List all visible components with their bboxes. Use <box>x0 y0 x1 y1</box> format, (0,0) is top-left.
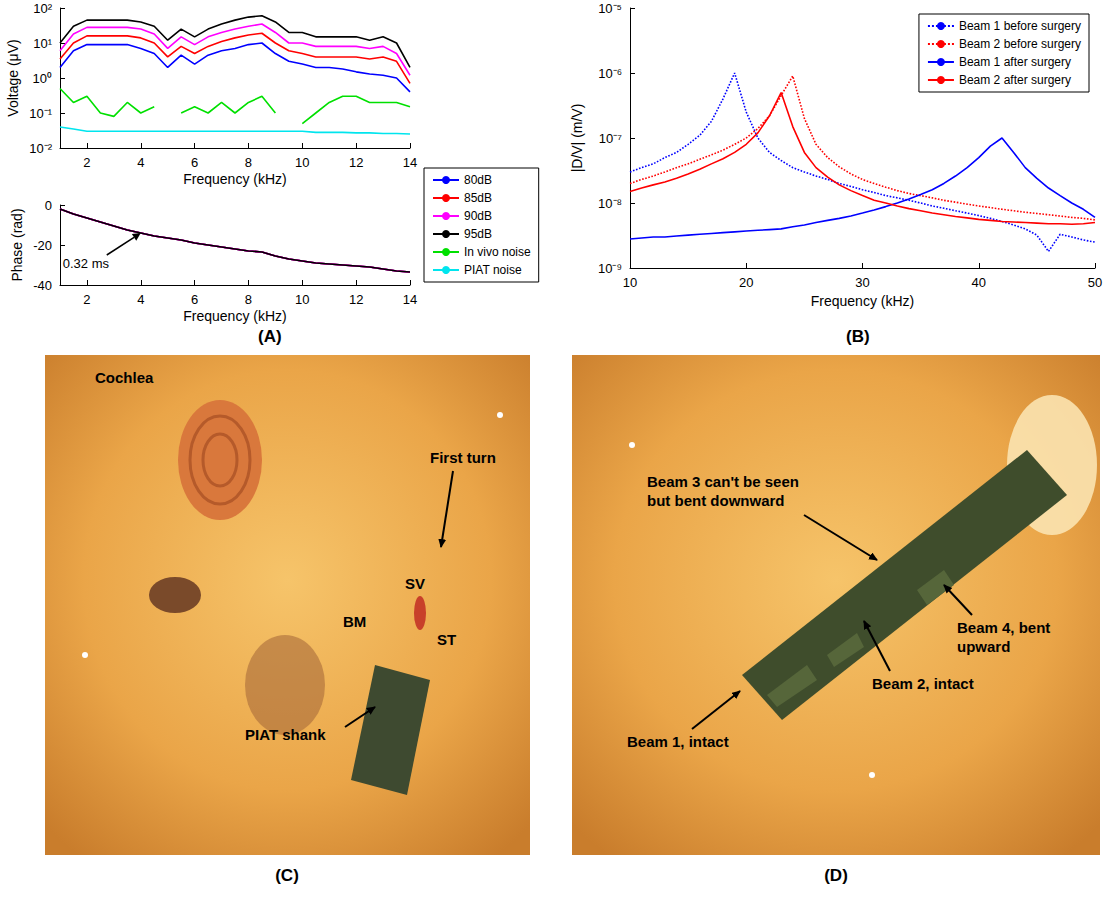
svg-text:0.32 ms: 0.32 ms <box>63 256 110 271</box>
svg-text:10²: 10² <box>33 1 52 16</box>
svg-text:14: 14 <box>403 155 417 170</box>
svg-text:10⁰: 10⁰ <box>33 71 52 86</box>
svg-text:Frequency (kHz): Frequency (kHz) <box>183 308 286 324</box>
svg-text:In vivo noise: In vivo noise <box>464 245 531 259</box>
svg-text:6: 6 <box>191 292 198 307</box>
svg-text:Beam 2, intact: Beam 2, intact <box>872 675 974 692</box>
svg-text:80dB: 80dB <box>464 173 492 187</box>
svg-text:50: 50 <box>1088 275 1102 290</box>
svg-text:90dB: 90dB <box>464 209 492 223</box>
svg-text:4: 4 <box>137 155 144 170</box>
svg-text:10: 10 <box>623 275 637 290</box>
svg-text:Beam 4, bent: Beam 4, bent <box>957 619 1050 636</box>
svg-text:4: 4 <box>137 292 144 307</box>
svg-text:Voltage (μV): Voltage (μV) <box>5 39 21 116</box>
svg-text:10: 10 <box>295 292 309 307</box>
svg-text:20: 20 <box>739 275 753 290</box>
html-text:(D): (D) <box>824 866 848 885</box>
svg-text:Beam 3 can't be seen: Beam 3 can't be seen <box>647 473 799 490</box>
svg-text:2: 2 <box>83 292 90 307</box>
svg-text:10⁻¹: 10⁻¹ <box>29 106 52 121</box>
svg-text:2: 2 <box>83 155 90 170</box>
svg-text:PIAT shank: PIAT shank <box>245 726 326 743</box>
svg-text:Frequency (kHz): Frequency (kHz) <box>183 171 286 187</box>
svg-text:12: 12 <box>349 292 363 307</box>
svg-text:Beam 1 before surgery: Beam 1 before surgery <box>959 19 1081 33</box>
svg-text:10⁻⁶: 10⁻⁶ <box>598 66 622 81</box>
svg-text:Phase (rad): Phase (rad) <box>9 208 25 281</box>
svg-text:10⁻⁸: 10⁻⁸ <box>598 196 622 211</box>
svg-text:85dB: 85dB <box>464 191 492 205</box>
svg-text:95dB: 95dB <box>464 227 492 241</box>
svg-text:10⁻⁵: 10⁻⁵ <box>598 1 622 16</box>
svg-text:Frequency (kHz): Frequency (kHz) <box>811 293 914 309</box>
svg-text:14: 14 <box>403 292 417 307</box>
svg-text:First turn: First turn <box>430 449 496 466</box>
svg-text:40: 40 <box>972 275 986 290</box>
svg-text:10⁻⁷: 10⁻⁷ <box>599 131 622 146</box>
svg-text:ST: ST <box>437 631 456 648</box>
svg-text:SV: SV <box>405 575 425 592</box>
svg-text:12: 12 <box>349 155 363 170</box>
svg-text:|D/V| (m/V): |D/V| (m/V) <box>569 104 585 173</box>
svg-text:-40: -40 <box>33 278 52 293</box>
svg-text:10¹: 10¹ <box>33 36 52 51</box>
html-text:(C): (C) <box>275 866 299 885</box>
svg-text:8: 8 <box>245 155 252 170</box>
svg-text:Cochlea: Cochlea <box>95 369 154 386</box>
svg-text:0: 0 <box>45 198 52 213</box>
svg-text:Beam 1, intact: Beam 1, intact <box>627 733 729 750</box>
svg-text:upward: upward <box>957 638 1010 655</box>
svg-text:-20: -20 <box>33 238 52 253</box>
svg-text:Beam 1 after surgery: Beam 1 after surgery <box>959 55 1071 69</box>
svg-text:Beam 2 before surgery: Beam 2 before surgery <box>959 37 1081 51</box>
svg-text:Beam 2 after surgery: Beam 2 after surgery <box>959 73 1071 87</box>
svg-text:8: 8 <box>245 292 252 307</box>
svg-text:(A): (A) <box>258 327 282 346</box>
svg-text:10: 10 <box>295 155 309 170</box>
svg-text:PIAT noise: PIAT noise <box>464 263 522 277</box>
svg-text:10⁻⁹: 10⁻⁹ <box>598 261 622 276</box>
svg-text:(B): (B) <box>846 327 870 346</box>
svg-text:but bent downward: but bent downward <box>647 492 784 509</box>
svg-text:BM: BM <box>343 613 366 630</box>
svg-text:6: 6 <box>191 155 198 170</box>
svg-text:10⁻²: 10⁻² <box>29 141 52 156</box>
svg-text:30: 30 <box>855 275 869 290</box>
